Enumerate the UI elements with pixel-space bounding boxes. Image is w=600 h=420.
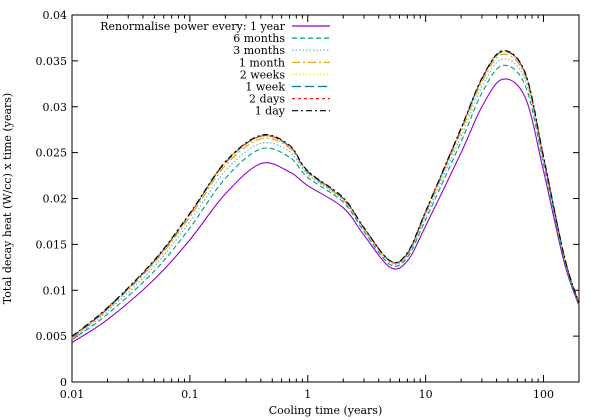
y-tick-label: 0.025 xyxy=(36,147,68,160)
x-tick-label: 100 xyxy=(533,388,554,401)
legend-label-3: 3 months xyxy=(233,44,285,57)
x-tick-label: 1 xyxy=(304,388,311,401)
legend-label-1: Renormalise power every: 1 year xyxy=(100,20,285,33)
x-tick-label: 10 xyxy=(419,388,433,401)
series-line-6 xyxy=(71,51,580,338)
legend-label-7: 2 days xyxy=(249,93,285,106)
legend-label-4: 1 month xyxy=(239,56,285,69)
y-tick-label: 0.01 xyxy=(43,284,68,297)
legend-label-6: 1 week xyxy=(245,81,285,94)
series-line-5 xyxy=(71,52,580,338)
y-tick-label: 0.035 xyxy=(36,55,68,68)
y-tick-label: 0.005 xyxy=(36,330,68,343)
series-line-4 xyxy=(71,53,580,339)
series-line-8 xyxy=(71,50,580,337)
y-tick-label: 0.02 xyxy=(43,193,68,206)
x-tick-label: 0.1 xyxy=(181,388,199,401)
legend-label-2: 6 months xyxy=(233,32,285,45)
legend-label-5: 2 weeks xyxy=(240,68,286,81)
y-tick-label: 0 xyxy=(60,376,67,389)
series-line-1 xyxy=(71,78,580,344)
y-tick-label: 0.015 xyxy=(36,238,68,251)
plot-frame xyxy=(71,14,580,383)
series-line-3 xyxy=(71,58,580,340)
y-axis-title: Total decay heat (W/cc) x time (years) xyxy=(1,93,14,304)
y-tick-label: 0.04 xyxy=(43,9,68,22)
y-tick-label: 0.03 xyxy=(43,101,68,114)
axis-ticks: 0 0.005 0.01 0.015 0.02 0.025 0.03 0.035 0.04 0.0… xyxy=(36,9,580,401)
series-line-7 xyxy=(71,50,580,338)
legend-label-8: 1 day xyxy=(255,105,286,118)
x-tick-label: 0.01 xyxy=(60,388,85,401)
series-line-2 xyxy=(71,64,580,341)
series-lines xyxy=(71,50,580,344)
x-axis-title: Cooling time (years) xyxy=(269,404,382,417)
